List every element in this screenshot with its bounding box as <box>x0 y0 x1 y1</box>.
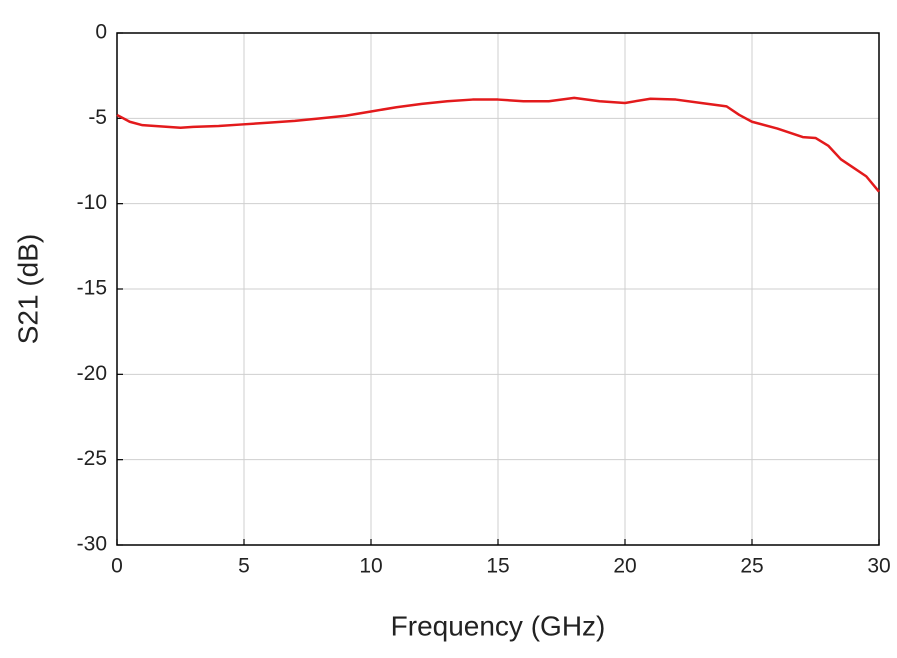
y-axis-label: S21 (dB) <box>12 234 43 345</box>
y-tick-label: -15 <box>77 277 107 300</box>
y-tick-label: -25 <box>77 447 107 470</box>
x-tick-label: 10 <box>359 555 382 578</box>
y-tick-label: -20 <box>77 362 107 385</box>
x-tick-label: 0 <box>111 555 123 578</box>
y-tick-label: 0 <box>95 21 107 44</box>
x-tick-label: 30 <box>867 555 890 578</box>
x-axis-label: Frequency (GHz) <box>391 610 606 641</box>
y-tick-label: -30 <box>77 533 107 556</box>
x-tick-label: 25 <box>740 555 763 578</box>
data-line <box>116 96 880 193</box>
y-tick-label: -10 <box>77 191 107 214</box>
x-tick-label: 20 <box>613 555 636 578</box>
x-tick-label: 15 <box>486 555 509 578</box>
x-tick-label: 5 <box>238 555 250 578</box>
plot-frame <box>116 32 880 546</box>
y-tick-label: -5 <box>88 106 107 129</box>
